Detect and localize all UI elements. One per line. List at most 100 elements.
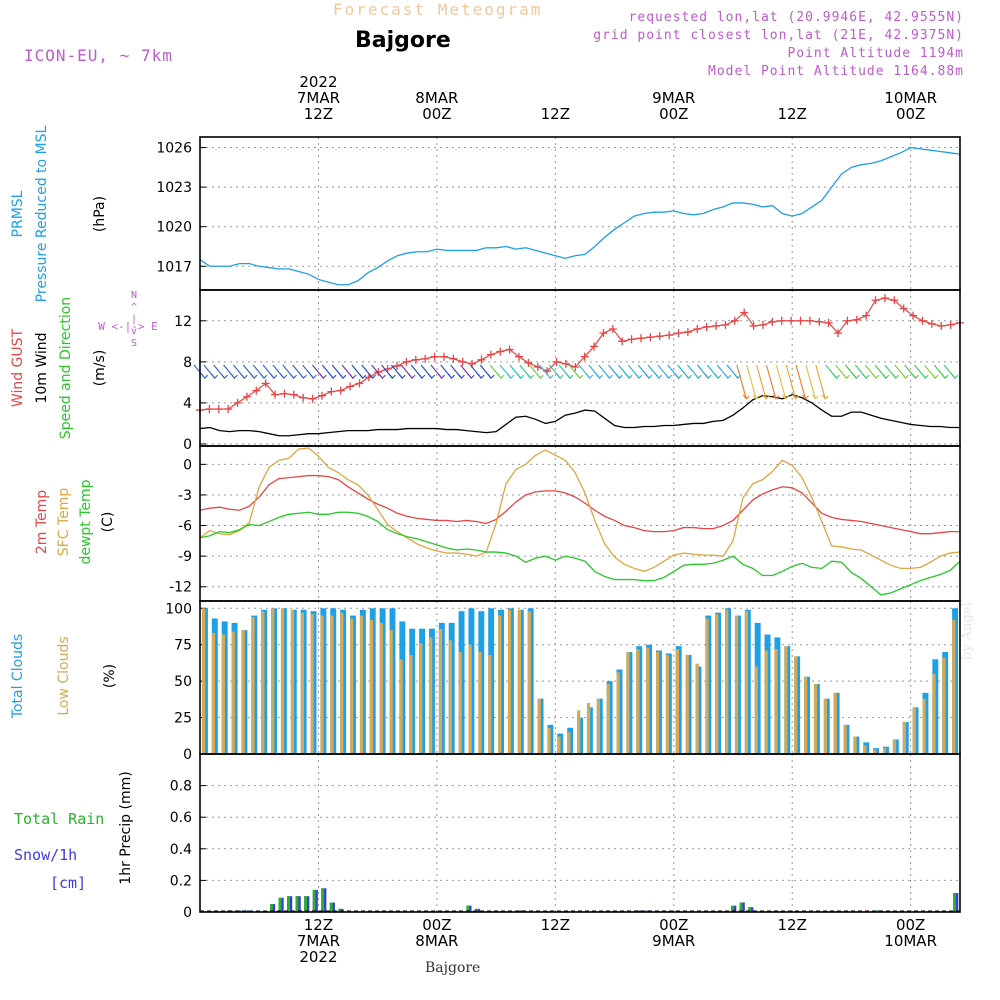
time-tick-top-label: 7MAR <box>297 89 340 107</box>
gust-marker <box>477 355 486 364</box>
wind-line <box>199 393 960 437</box>
wind-arrow-head <box>230 373 238 379</box>
time-tick-bottom-label: 12Z <box>778 916 807 934</box>
gust-marker <box>646 333 655 342</box>
panel-frame <box>199 289 961 447</box>
gust-marker <box>449 354 458 363</box>
wind-arrow <box>756 364 767 399</box>
time-tick-bottom-label: 8MAR <box>415 932 458 950</box>
gust-marker <box>289 390 298 399</box>
gust-marker <box>777 316 786 325</box>
chart-subtitle: Forecast Meteogram <box>333 0 543 19</box>
wind-arrow <box>785 364 797 399</box>
low-cloud-bar <box>744 611 749 754</box>
gust-label: Wind GUST <box>10 328 26 407</box>
low-cloud-bar <box>389 630 393 754</box>
temp-unit-label: (C) <box>100 512 116 533</box>
gust-marker <box>421 354 430 363</box>
rain-bar <box>312 889 316 912</box>
wind-arrow-head <box>280 373 288 379</box>
low-cloud-bar <box>665 654 670 754</box>
low-cloud-bar <box>843 724 847 754</box>
compass-vertical-label: S <box>131 338 137 349</box>
gust-marker <box>862 311 871 320</box>
panel-frame <box>199 136 961 291</box>
model-label: ICON-EU, ~ 7km <box>24 46 173 65</box>
low-cloud-bar <box>784 646 788 754</box>
wind-arrow-head <box>586 373 594 379</box>
y-tick-label: 0 <box>183 747 192 763</box>
low-cloud-bar <box>725 609 729 754</box>
time-tick-top-label: 12Z <box>304 105 333 123</box>
time-tick-bottom-label: 10MAR <box>884 932 937 950</box>
gust-marker <box>271 390 280 399</box>
total-clouds-label: Total Clouds <box>10 634 26 719</box>
time-tick-top-label: 12Z <box>541 105 570 123</box>
gust-marker <box>496 347 505 356</box>
wind-arrow-head <box>240 373 248 379</box>
gust-marker <box>693 325 702 333</box>
low-cloud-bar <box>754 666 758 754</box>
wind-arrow-head <box>625 373 633 379</box>
time-tick-top-label: 12Z <box>778 105 807 123</box>
wind-unit-label: (m/s) <box>92 350 108 387</box>
snow-label: Snow/1h <box>14 846 77 864</box>
wind-arrow-head <box>635 373 643 379</box>
rain-bar <box>329 902 333 912</box>
low-cloud-bar <box>695 663 699 754</box>
rain-bar <box>287 896 290 912</box>
precip-unit-label: 1hr Precip (mm) <box>118 771 134 884</box>
gust-marker <box>430 352 439 361</box>
low-clouds-label: Low Clouds <box>56 636 72 715</box>
low-cloud-bar <box>823 698 828 754</box>
low-cloud-bar <box>794 656 798 754</box>
wind-arrow-head <box>369 373 376 379</box>
low-cloud-bar <box>656 652 660 754</box>
wind-arrow-head <box>566 373 574 379</box>
gust-marker <box>261 379 270 388</box>
low-cloud-bar <box>290 609 295 754</box>
gust-marker <box>918 316 927 325</box>
low-cloud-bar <box>201 608 206 754</box>
gust-marker <box>590 342 599 351</box>
low-cloud-bar <box>507 609 512 754</box>
gust-marker <box>346 382 355 391</box>
gust-marker <box>402 357 411 366</box>
wind-arrow-head <box>752 394 760 400</box>
low-cloud-bar <box>280 608 285 754</box>
wind-arrow-head <box>655 373 663 379</box>
gust-marker <box>411 355 420 364</box>
wind-arrow-head <box>517 373 525 379</box>
low-cloud-bar <box>646 647 650 754</box>
gust-marker <box>580 352 589 361</box>
low-cloud-bar <box>350 618 354 754</box>
rain-bar <box>278 897 282 912</box>
panel-frame <box>199 445 961 602</box>
low-cloud-bar <box>606 684 610 754</box>
wind-arrow-head <box>802 394 809 400</box>
gust-marker <box>608 325 617 333</box>
low-cloud-bar <box>241 630 245 754</box>
gust-marker <box>327 387 336 396</box>
wind-arrow-head <box>596 373 603 379</box>
low-cloud-bar <box>863 745 867 754</box>
y-tick-label: -9 <box>178 549 192 565</box>
snow-unit-label: [cm] <box>50 874 86 892</box>
gust-marker <box>749 321 758 330</box>
low-cloud-bar <box>369 619 374 754</box>
gust-marker <box>627 335 636 344</box>
total-rain-label: Total Rain <box>14 810 104 828</box>
low-cloud-bar <box>675 649 679 754</box>
gust-marker <box>730 316 739 325</box>
wind-arrow-head <box>507 373 515 379</box>
y-tick-label: 0.4 <box>170 842 192 858</box>
compass-label: W <-|-> E <box>98 320 158 333</box>
wind-arrow <box>765 364 777 399</box>
gust-marker <box>852 315 861 324</box>
gust-marker <box>740 308 749 317</box>
y-tick-label: 25 <box>174 711 192 727</box>
y-tick-label: -12 <box>169 580 192 596</box>
chart-title: Bajgore <box>355 28 451 53</box>
gust-marker <box>787 316 796 325</box>
